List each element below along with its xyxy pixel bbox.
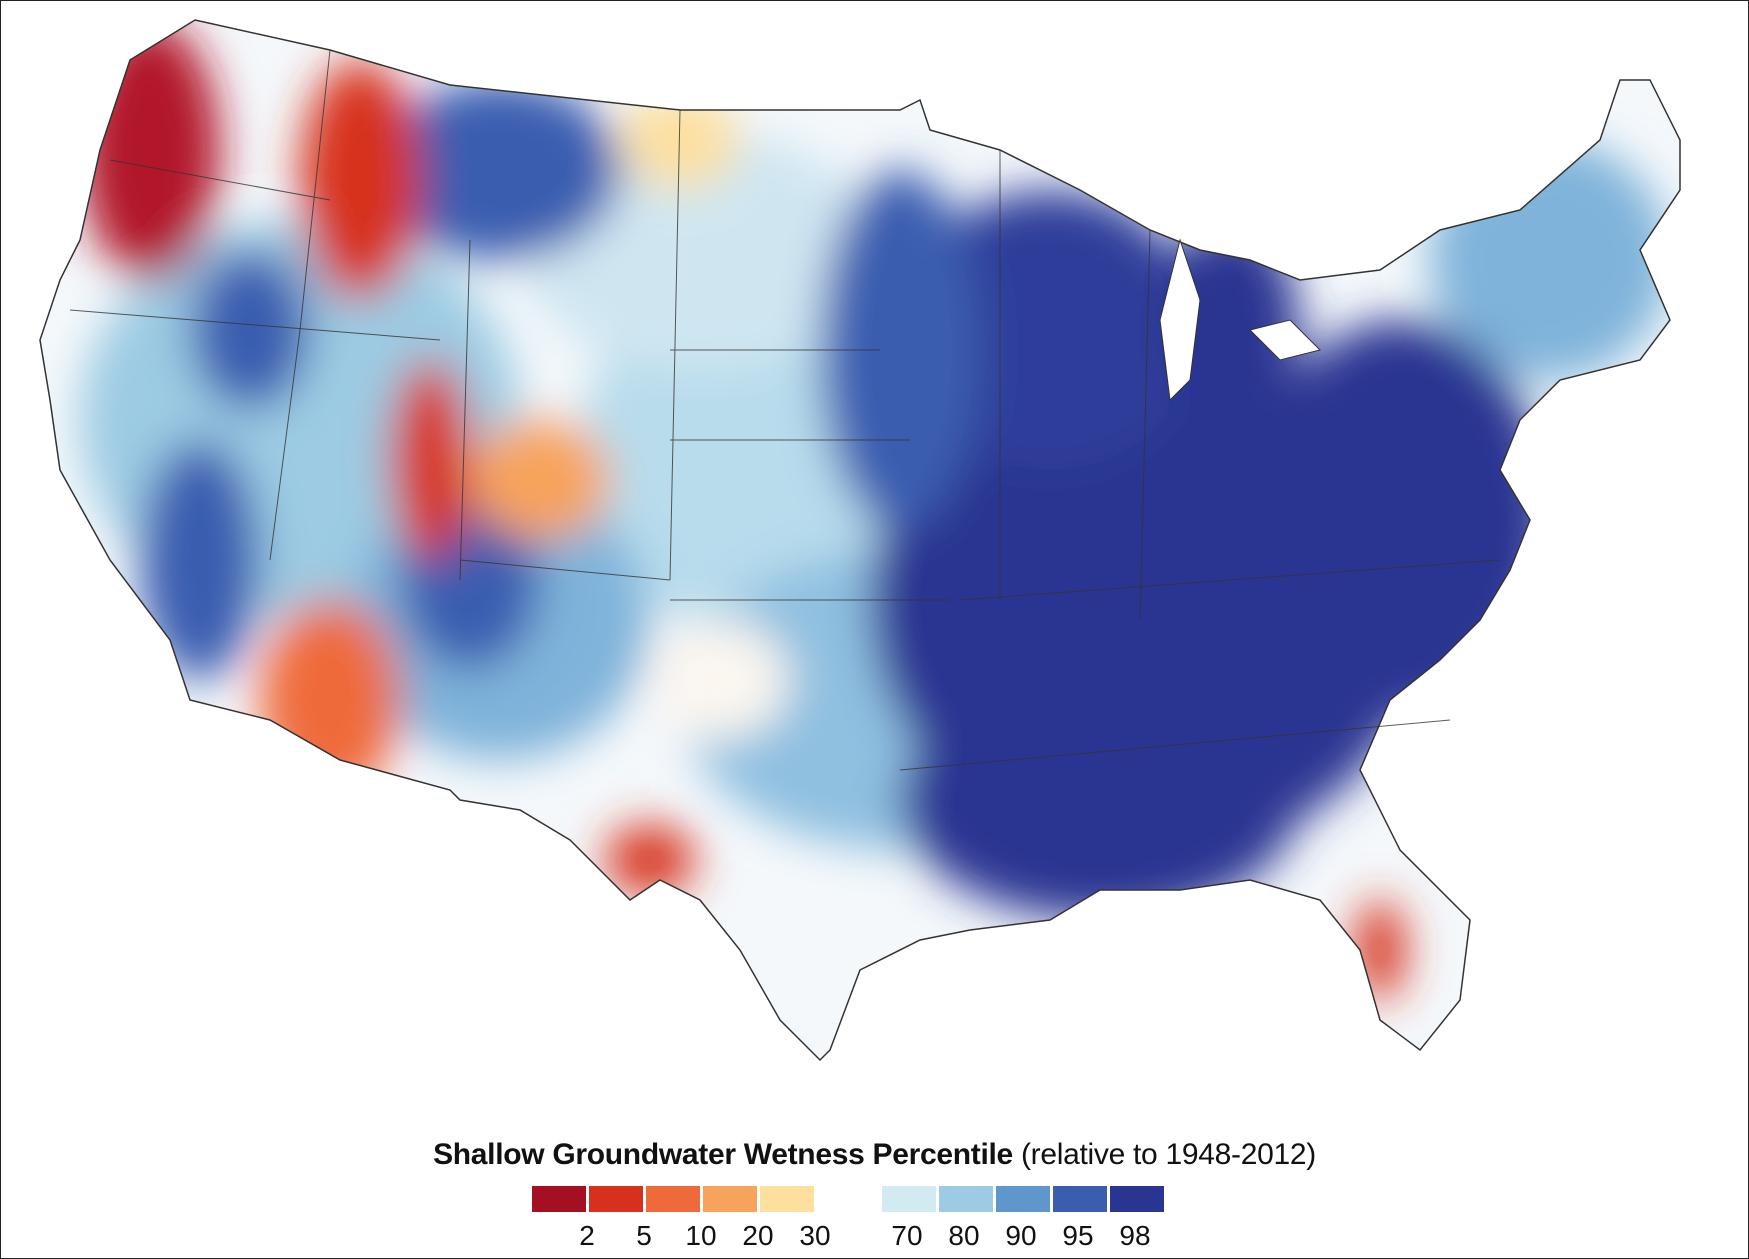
- swatch-wet-4: [1053, 1186, 1107, 1212]
- tick-label: 20: [742, 1220, 774, 1251]
- swatch-dry-4: [703, 1186, 757, 1212]
- tick-label: 98: [1119, 1220, 1151, 1251]
- swatch-wet-2: [939, 1186, 993, 1212]
- tick-label: 70: [891, 1220, 923, 1251]
- tick-label: 95: [1062, 1220, 1094, 1251]
- tick-label: 5: [636, 1220, 652, 1251]
- legend-title-main: Shallow Groundwater Wetness Percentile: [433, 1138, 1013, 1171]
- swatch-dry-1: [532, 1186, 586, 1212]
- legend-title-sub: (relative to 1948-2012): [1020, 1138, 1316, 1171]
- swatch-wet-3: [996, 1186, 1050, 1212]
- swatch-dry-2: [589, 1186, 643, 1212]
- swatch-dry-3: [646, 1186, 700, 1212]
- swatch-wet-5: [1110, 1186, 1164, 1212]
- swatch-wet-1: [882, 1186, 936, 1212]
- legend: Shallow Groundwater Wetness Percentile (…: [0, 1130, 1749, 1251]
- legend-title: Shallow Groundwater Wetness Percentile (…: [0, 1138, 1749, 1172]
- tick-label: 2: [579, 1220, 595, 1251]
- tick-label: 80: [948, 1220, 980, 1251]
- tick-label: 10: [685, 1220, 717, 1251]
- us-groundwater-map: [39, 19, 1681, 1062]
- tick-label: 30: [799, 1220, 831, 1251]
- tick-label: 90: [1005, 1220, 1037, 1251]
- swatch-dry-5: [760, 1186, 814, 1212]
